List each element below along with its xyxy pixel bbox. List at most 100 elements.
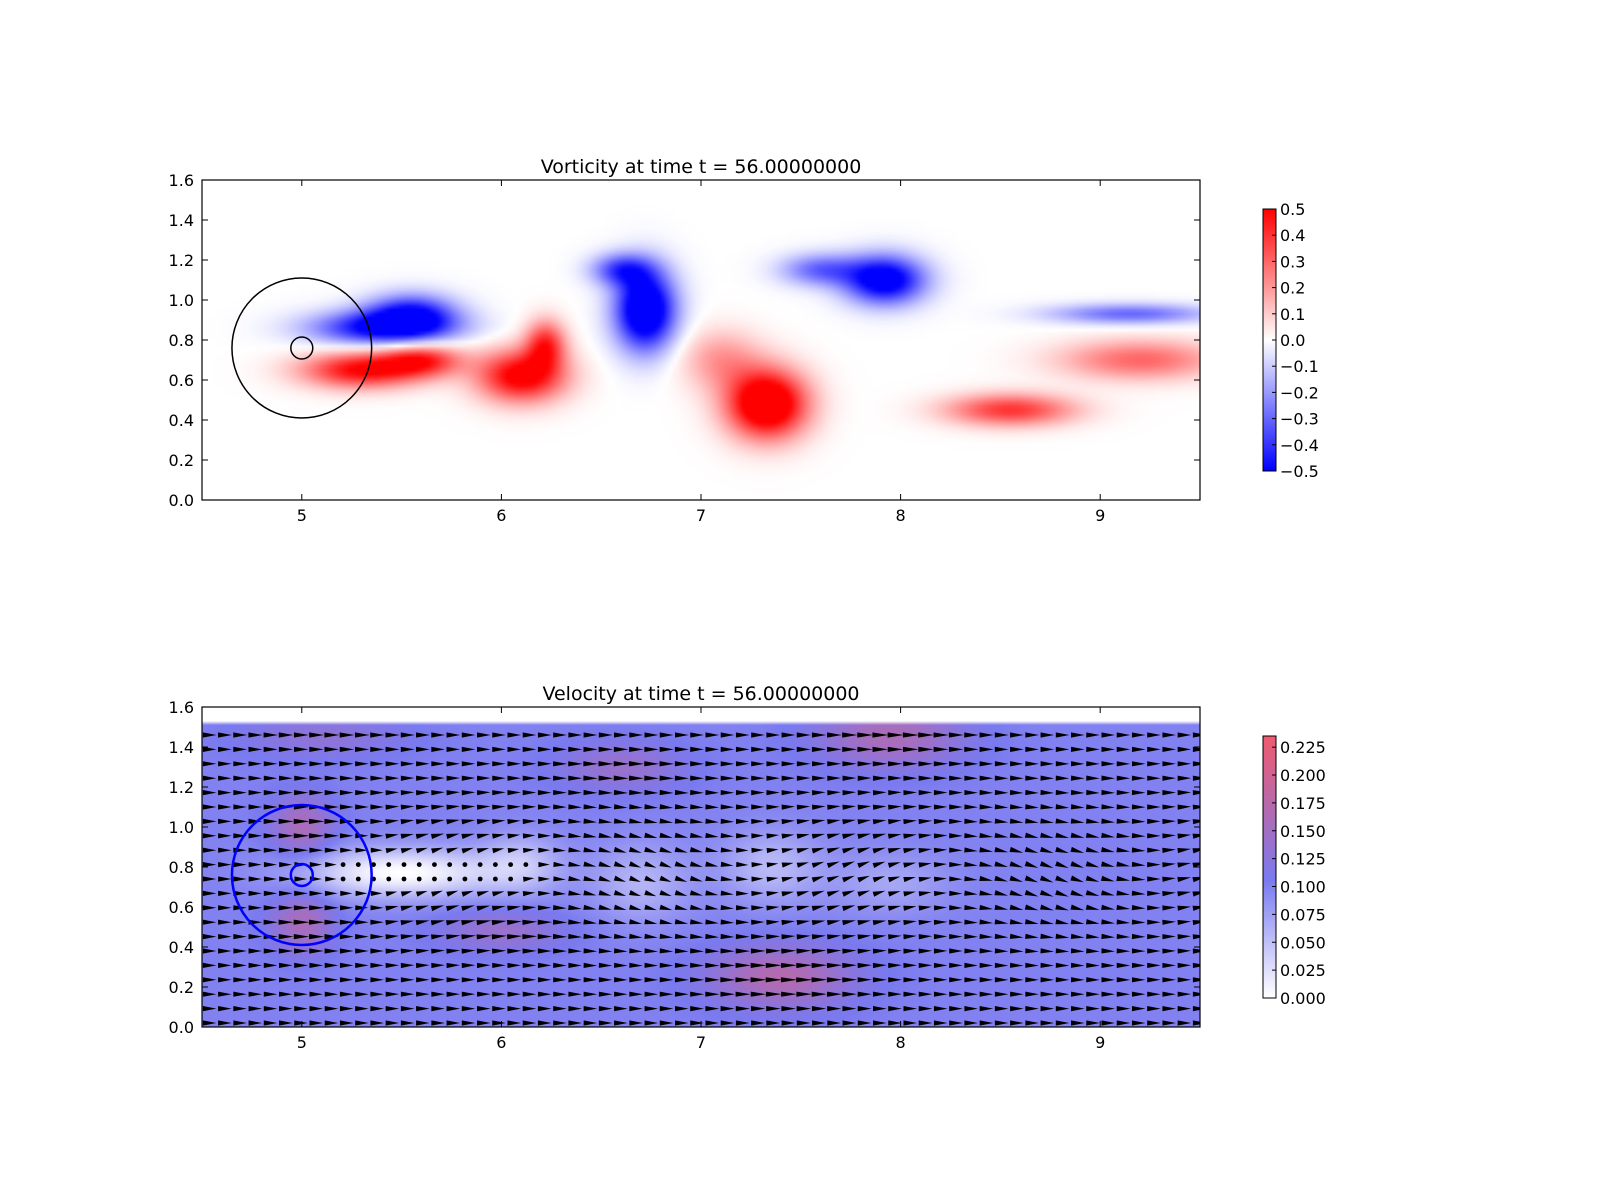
quiver-arrow bbox=[1177, 991, 1192, 997]
quiver-arrow bbox=[766, 833, 780, 839]
quiver-arrow bbox=[827, 746, 842, 753]
quiver-arrow bbox=[613, 789, 629, 796]
quiver-arrow bbox=[705, 875, 719, 881]
quiver-arrow bbox=[598, 818, 613, 824]
quiver-arrow bbox=[233, 934, 247, 940]
quiver-arrow bbox=[461, 905, 475, 912]
quiver-arrow bbox=[796, 862, 809, 868]
quiver-arrow bbox=[796, 819, 811, 825]
quiver-arrow bbox=[826, 962, 843, 969]
quiver-arrow bbox=[339, 833, 354, 839]
quiver-arrow bbox=[202, 890, 217, 896]
quiver-arrow bbox=[568, 832, 582, 839]
quiver-arrow bbox=[918, 847, 932, 854]
quiver-arrow bbox=[796, 905, 810, 911]
quiver-arrow bbox=[1009, 890, 1024, 897]
quiver-arrow bbox=[781, 934, 796, 940]
quiver-arrow bbox=[659, 832, 673, 838]
quiver-arrow bbox=[918, 934, 933, 940]
quiver-arrow bbox=[1147, 1005, 1161, 1012]
quiver-arrow bbox=[949, 861, 963, 868]
quiver-arrow bbox=[1116, 818, 1131, 824]
quiver-arrow bbox=[1162, 905, 1176, 911]
quiver-arrow bbox=[690, 1020, 704, 1026]
quiver-arrow bbox=[705, 904, 719, 910]
velocity-colorbar-label: 0.000 bbox=[1280, 989, 1326, 1008]
quiver-arrow bbox=[339, 934, 354, 940]
quiver-arrow bbox=[309, 746, 324, 752]
quiver-arrow bbox=[385, 761, 400, 767]
quiver-arrow bbox=[1192, 934, 1200, 940]
quiver-arrow bbox=[659, 890, 672, 897]
quiver-arrow bbox=[1101, 991, 1116, 997]
quiver-arrow bbox=[1147, 847, 1161, 853]
quiver-arrow bbox=[598, 732, 613, 738]
quiver-arrow bbox=[233, 919, 247, 925]
quiver-arrow bbox=[1025, 948, 1039, 954]
quiver-arrow bbox=[979, 775, 994, 781]
quiver-arrow bbox=[1147, 1020, 1161, 1026]
quiver-arrow bbox=[872, 934, 887, 940]
quiver-arrow bbox=[812, 1020, 826, 1026]
quiver-arrow bbox=[811, 962, 828, 969]
quiver-arrow bbox=[918, 818, 933, 825]
quiver-arrow bbox=[400, 775, 415, 781]
quiver-arrow bbox=[933, 919, 948, 925]
quiver-arrow bbox=[1086, 991, 1100, 997]
quiver-arrow bbox=[522, 847, 535, 854]
quiver-arrow bbox=[370, 977, 384, 983]
quiver-arrow bbox=[765, 977, 783, 983]
quiver-arrow bbox=[233, 1006, 247, 1012]
quiver-arrow bbox=[751, 833, 765, 839]
quiver-arrow bbox=[720, 876, 734, 882]
quiver-arrow bbox=[477, 746, 491, 753]
quiver-arrow bbox=[218, 905, 232, 911]
quiver-arrow bbox=[446, 761, 461, 767]
quiver-arrow bbox=[1177, 790, 1192, 796]
vorticity-xtick-label: 8 bbox=[896, 506, 906, 525]
quiver-arrow bbox=[1070, 948, 1085, 954]
quiver-arrow bbox=[1009, 804, 1024, 810]
quiver-arrow bbox=[233, 862, 247, 868]
quiver-arrow bbox=[796, 761, 811, 767]
velocity-quiver-arrows bbox=[202, 732, 1200, 1026]
quiver-arrow bbox=[918, 862, 932, 868]
quiver-arrow bbox=[613, 861, 627, 868]
quiver-arrow bbox=[461, 934, 477, 940]
quiver-arrow bbox=[446, 890, 459, 897]
quiver-arrow bbox=[781, 732, 796, 738]
quiver-arrow bbox=[537, 934, 553, 940]
quiver-arrow bbox=[1040, 832, 1054, 839]
quiver-arrow bbox=[1085, 875, 1100, 882]
quiver-arrow bbox=[583, 761, 599, 767]
quiver-arrow bbox=[629, 746, 644, 752]
quiver-arrow bbox=[1040, 977, 1055, 983]
quiver-arrow bbox=[918, 1020, 933, 1026]
quiver-arrow bbox=[309, 890, 323, 896]
quiver-arrow bbox=[613, 818, 628, 824]
quiver-arrow bbox=[826, 847, 841, 854]
quiver-arrow bbox=[202, 761, 217, 767]
quiver-arrow bbox=[796, 962, 813, 969]
quiver-arrow bbox=[1024, 846, 1039, 854]
quiver-arrow bbox=[278, 775, 293, 781]
quiver-arrow bbox=[629, 1020, 643, 1026]
quiver-arrow bbox=[568, 919, 583, 925]
quiver-arrow bbox=[385, 948, 400, 954]
velocity-xtick-label: 6 bbox=[496, 1033, 506, 1052]
quiver-arrow bbox=[751, 862, 764, 868]
quiver-arrow bbox=[903, 991, 918, 997]
quiver-arrow bbox=[628, 861, 642, 868]
quiver-arrow bbox=[674, 761, 690, 767]
quiver-arrow bbox=[278, 934, 294, 940]
quiver-dot bbox=[508, 876, 514, 882]
quiver-arrow bbox=[1070, 875, 1085, 883]
quiver-arrow bbox=[339, 905, 354, 911]
quiver-arrow bbox=[674, 991, 689, 997]
quiver-arrow bbox=[1055, 1020, 1070, 1026]
quiver-arrow bbox=[1010, 977, 1024, 983]
quiver-arrow bbox=[644, 804, 659, 810]
quiver-arrow bbox=[888, 819, 902, 825]
quiver-arrow bbox=[293, 732, 309, 738]
quiver-arrow bbox=[964, 919, 978, 925]
